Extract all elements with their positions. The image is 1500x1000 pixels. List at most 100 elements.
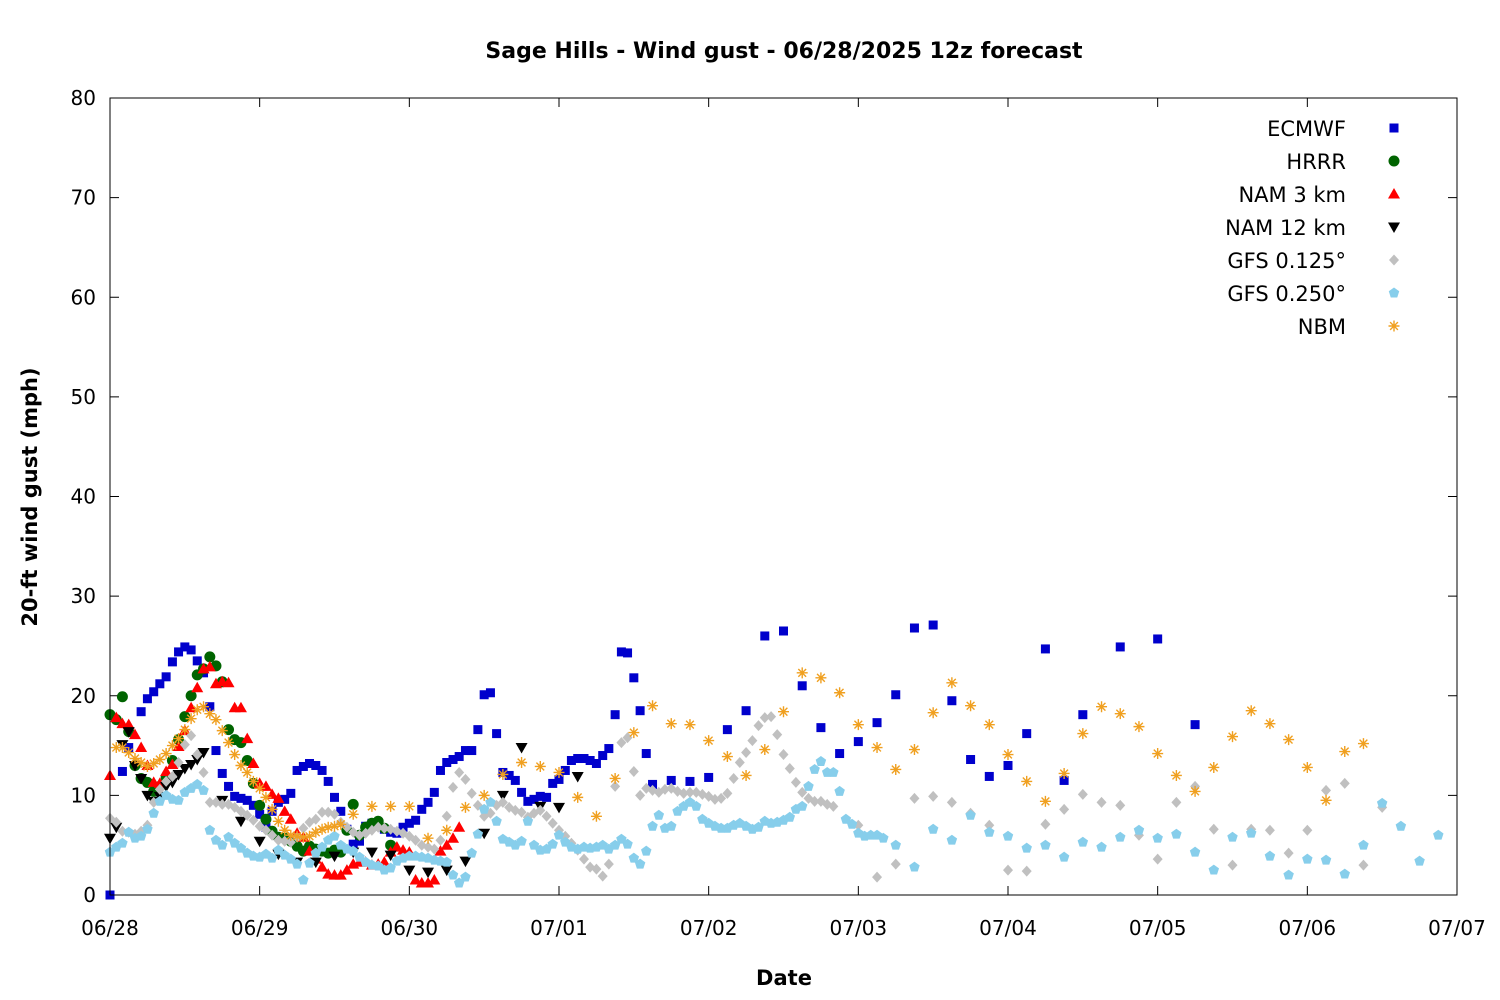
data-point xyxy=(1096,841,1107,852)
data-point xyxy=(460,773,471,785)
data-point xyxy=(441,810,452,822)
data-point xyxy=(1283,734,1295,746)
data-point xyxy=(1301,761,1313,773)
data-point xyxy=(766,711,777,723)
data-point xyxy=(653,809,665,820)
data-point xyxy=(834,785,845,796)
data-point xyxy=(1414,855,1425,866)
data-point xyxy=(411,815,421,825)
data-point xyxy=(946,834,958,845)
data-point xyxy=(180,642,190,652)
data-point xyxy=(609,772,621,784)
data-point xyxy=(796,800,808,811)
data-point xyxy=(585,756,595,766)
data-point xyxy=(192,778,203,789)
data-point xyxy=(610,780,621,792)
data-point xyxy=(784,762,795,774)
data-point xyxy=(328,851,341,863)
data-point xyxy=(1152,748,1164,760)
data-point xyxy=(1040,839,1051,850)
data-point xyxy=(1302,824,1313,836)
data-point xyxy=(1059,803,1070,815)
data-point xyxy=(385,800,397,812)
plot-frame xyxy=(109,97,1458,896)
data-point xyxy=(248,814,259,826)
data-point xyxy=(135,757,147,768)
y-tick-label: 30 xyxy=(71,584,96,608)
data-point xyxy=(928,620,938,630)
legend-marker xyxy=(1388,155,1400,167)
data-point xyxy=(298,822,309,834)
legend-label: NAM 3 km xyxy=(1238,183,1346,207)
data-point xyxy=(815,672,827,684)
legend-label: NAM 12 km xyxy=(1225,216,1346,240)
data-point xyxy=(809,795,820,807)
data-point xyxy=(230,791,240,801)
data-point xyxy=(229,749,241,761)
data-point xyxy=(1058,767,1070,779)
data-point xyxy=(504,770,514,780)
y-tick-label: 0 xyxy=(83,883,96,907)
data-point xyxy=(1152,853,1163,865)
data-point xyxy=(516,835,527,846)
data-point xyxy=(311,760,321,770)
data-point xyxy=(846,818,858,829)
data-point xyxy=(291,830,303,842)
data-point xyxy=(241,755,253,767)
data-point xyxy=(778,749,789,761)
data-point xyxy=(478,789,490,801)
legend-marker xyxy=(1389,123,1399,133)
data-point xyxy=(1283,847,1294,859)
data-point xyxy=(247,775,259,787)
data-point xyxy=(1283,869,1294,880)
data-point xyxy=(578,853,589,865)
legend-marker xyxy=(1388,287,1400,298)
data-point xyxy=(160,748,172,760)
data-point xyxy=(191,755,204,766)
data-point xyxy=(828,800,839,812)
data-point xyxy=(423,797,433,807)
data-point xyxy=(354,851,365,862)
data-point xyxy=(149,687,159,697)
data-point xyxy=(497,796,508,808)
data-point xyxy=(340,864,353,875)
data-point xyxy=(348,839,358,849)
data-point xyxy=(310,813,321,825)
data-point xyxy=(479,690,489,700)
data-point xyxy=(878,832,889,843)
data-point xyxy=(734,756,745,768)
legend-label: GFS 0.125° xyxy=(1227,249,1346,273)
y-tick-label: 60 xyxy=(71,285,96,309)
data-point xyxy=(285,853,297,864)
data-point xyxy=(796,667,808,679)
series-ecmwf xyxy=(105,620,1200,900)
data-point xyxy=(965,809,976,820)
data-point xyxy=(1170,769,1182,781)
data-point xyxy=(409,874,422,885)
data-point xyxy=(204,824,216,835)
data-point xyxy=(272,815,284,827)
data-point xyxy=(1358,839,1369,850)
data-point xyxy=(647,700,659,712)
data-point xyxy=(192,656,202,666)
data-point xyxy=(516,806,527,818)
data-point xyxy=(254,799,266,811)
data-point xyxy=(1320,794,1332,806)
data-point xyxy=(678,787,689,799)
data-point xyxy=(403,800,415,812)
data-point xyxy=(422,867,435,879)
data-point xyxy=(628,852,640,863)
data-point xyxy=(852,719,864,731)
data-point xyxy=(211,746,221,756)
data-point xyxy=(435,834,446,846)
data-point xyxy=(122,718,135,730)
data-point xyxy=(310,826,322,838)
data-point xyxy=(260,813,272,825)
data-point xyxy=(284,813,297,824)
data-point xyxy=(523,796,533,806)
data-point xyxy=(1040,818,1051,830)
data-point xyxy=(741,706,751,716)
data-point xyxy=(983,719,995,731)
data-point xyxy=(598,751,608,761)
data-point xyxy=(553,829,565,840)
